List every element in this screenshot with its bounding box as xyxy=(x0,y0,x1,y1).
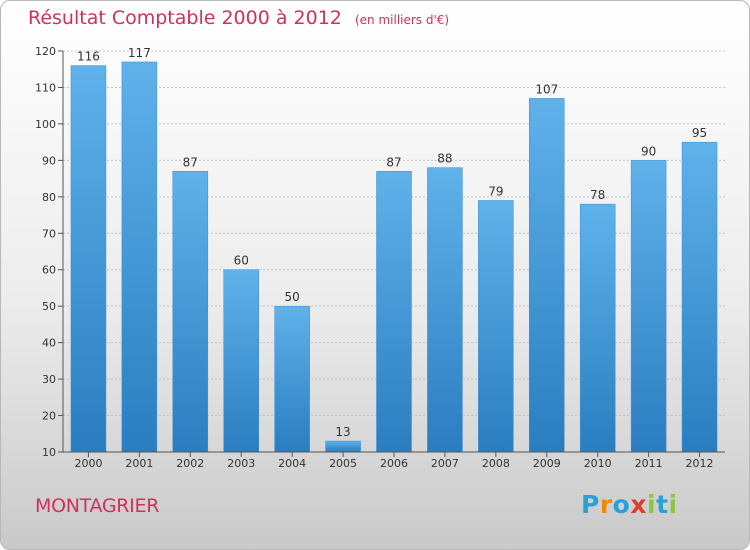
x-tick-label: 2002 xyxy=(176,457,204,470)
bar-layer xyxy=(70,61,718,453)
logo-letter: t xyxy=(656,490,669,519)
y-tick-label: 30 xyxy=(42,373,56,386)
logo-letter: i xyxy=(668,490,678,519)
x-tick-label: 2010 xyxy=(584,457,612,470)
y-tick-label: 50 xyxy=(42,300,56,313)
x-tick-label: 2006 xyxy=(380,457,408,470)
bar xyxy=(172,171,209,453)
x-tick-label: 2004 xyxy=(278,457,306,470)
data-label: 88 xyxy=(437,152,452,166)
y-tick-label: 70 xyxy=(42,227,56,240)
bar xyxy=(681,141,718,453)
y-tick-label: 110 xyxy=(35,81,56,94)
data-label: 117 xyxy=(128,46,151,60)
bar xyxy=(223,269,259,453)
bar xyxy=(325,440,361,453)
data-label: 87 xyxy=(386,155,401,169)
y-tick-label: 120 xyxy=(35,45,56,58)
chart-title-block: Résultat Comptable 2000 à 2012 (en milli… xyxy=(28,7,449,29)
x-tick-label: 2008 xyxy=(482,457,510,470)
bar xyxy=(427,167,463,453)
data-label: 60 xyxy=(234,254,249,268)
data-label: 13 xyxy=(335,425,350,439)
data-label: 87 xyxy=(183,155,198,169)
data-label: 107 xyxy=(535,82,558,96)
x-tick-label: 2003 xyxy=(227,457,255,470)
x-tick-label: 2001 xyxy=(125,457,153,470)
logo-letter: r xyxy=(599,490,613,519)
data-label: 50 xyxy=(285,290,300,304)
bar xyxy=(274,305,310,453)
logo-letter: x xyxy=(630,490,647,519)
proxiti-logo: Proxiti xyxy=(581,490,678,519)
y-tick-label: 60 xyxy=(42,264,56,277)
x-tick-label: 2011 xyxy=(635,457,663,470)
data-label: 90 xyxy=(641,144,656,158)
x-tick-label: 2000 xyxy=(74,457,102,470)
bar xyxy=(529,98,565,453)
bar xyxy=(579,203,616,453)
y-tick-label: 100 xyxy=(35,118,56,131)
label-layer: 116 117 87 60 50 13 87 88 79 107 78 90 95 xyxy=(77,46,707,439)
data-label: 79 xyxy=(488,184,503,198)
bar xyxy=(630,160,667,453)
data-label: 116 xyxy=(77,50,100,64)
logo-letter: o xyxy=(612,490,631,519)
y-tick-label: 20 xyxy=(42,410,56,423)
commune-name: MONTAGRIER xyxy=(35,495,160,517)
x-tick-label: 2007 xyxy=(431,457,459,470)
bar xyxy=(70,65,107,453)
logo-letter: i xyxy=(647,490,657,519)
axis-layer: 10 20 30 40 50 60 70 80 90 100 110 120 2000 2001 2002 2… xyxy=(35,45,725,470)
chart-title: Résultat Comptable 2000 à 2012 xyxy=(28,7,342,29)
x-tick-label: 2005 xyxy=(329,457,357,470)
bar xyxy=(376,171,412,453)
bar xyxy=(121,61,158,453)
chart-unit: (en milliers d'€) xyxy=(354,13,450,27)
y-tick-label: 90 xyxy=(42,154,56,167)
data-label: 95 xyxy=(692,126,707,140)
logo-letter: P xyxy=(581,490,600,519)
data-label: 78 xyxy=(590,188,605,202)
y-tick-label: 40 xyxy=(42,337,56,350)
y-tick-label: 10 xyxy=(42,446,56,459)
x-tick-label: 2009 xyxy=(533,457,561,470)
y-tick-label: 80 xyxy=(42,191,56,204)
x-tick-label: 2012 xyxy=(686,457,714,470)
bar xyxy=(478,200,514,453)
